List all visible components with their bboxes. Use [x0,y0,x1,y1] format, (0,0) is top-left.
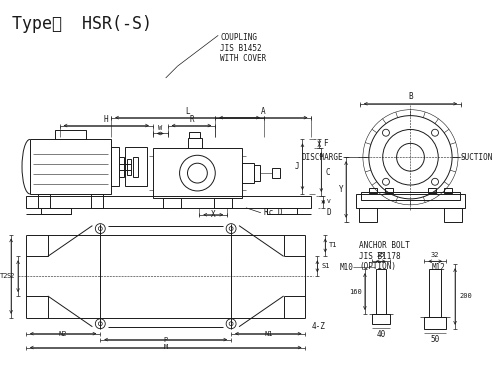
Bar [267,208,296,214]
Text: Type：  HSR(-S): Type： HSR(-S) [12,14,152,33]
Bar [190,132,200,138]
Bar [359,208,377,222]
Text: N2: N2 [59,331,68,337]
Text: SUCTION: SUCTION [460,153,492,162]
Bar [376,269,386,314]
Bar [133,157,138,177]
Bar [127,159,131,175]
Bar [41,208,70,214]
Text: M: M [164,344,168,350]
Bar [188,138,202,148]
Bar [444,208,462,222]
Bar [361,192,460,200]
Text: D: D [327,208,332,217]
Text: 200: 200 [459,293,472,299]
Bar [26,196,312,208]
Text: M12: M12 [432,263,445,272]
Text: DISCHARGE: DISCHARGE [302,153,343,162]
Text: F: F [324,139,328,148]
Text: 32: 32 [431,252,440,258]
Text: Rc D: Rc D [264,208,282,217]
Text: 160: 160 [349,289,362,295]
Bar [119,157,124,177]
Bar [254,165,260,181]
Text: N1: N1 [264,331,272,337]
Text: S1: S1 [322,263,330,269]
Bar [369,188,377,193]
Bar [30,139,111,194]
Text: S2: S2 [6,273,15,279]
Bar [272,168,280,178]
Text: Y: Y [338,185,343,194]
Bar [153,148,242,198]
Text: L: L [185,107,190,116]
Text: R: R [189,115,194,124]
Text: A: A [261,107,266,116]
Text: ANCHOR BOLT
JIS B1178
(OPTION): ANCHOR BOLT JIS B1178 (OPTION) [359,242,410,271]
Text: J: J [295,162,300,171]
Bar [242,163,254,183]
Text: 4-Z: 4-Z [312,322,326,331]
Bar [430,269,441,317]
Text: W: W [158,125,162,131]
Bar [54,130,86,139]
Bar [384,188,392,193]
Text: COUPLING
JIS B1452
WITH COVER: COUPLING JIS B1452 WITH COVER [220,33,266,63]
Bar [444,188,452,193]
Text: T2: T2 [0,273,8,279]
Bar [214,198,232,208]
Bar [428,188,436,193]
Text: 50: 50 [430,334,440,344]
Bar [125,147,147,186]
Bar [356,194,465,208]
Text: B: B [408,92,413,101]
Text: 25: 25 [376,252,385,258]
Text: C: C [326,168,330,176]
Bar [372,314,390,324]
Bar [92,194,104,208]
Bar [162,198,180,208]
Bar [424,317,446,329]
Text: V: V [327,199,331,204]
Bar [38,194,50,208]
Text: X: X [211,210,216,219]
Text: P: P [164,337,168,343]
Text: T1: T1 [329,242,338,248]
Text: M10: M10 [339,263,353,272]
Bar [111,147,119,186]
Text: H: H [104,115,108,124]
Text: 40: 40 [376,330,386,339]
